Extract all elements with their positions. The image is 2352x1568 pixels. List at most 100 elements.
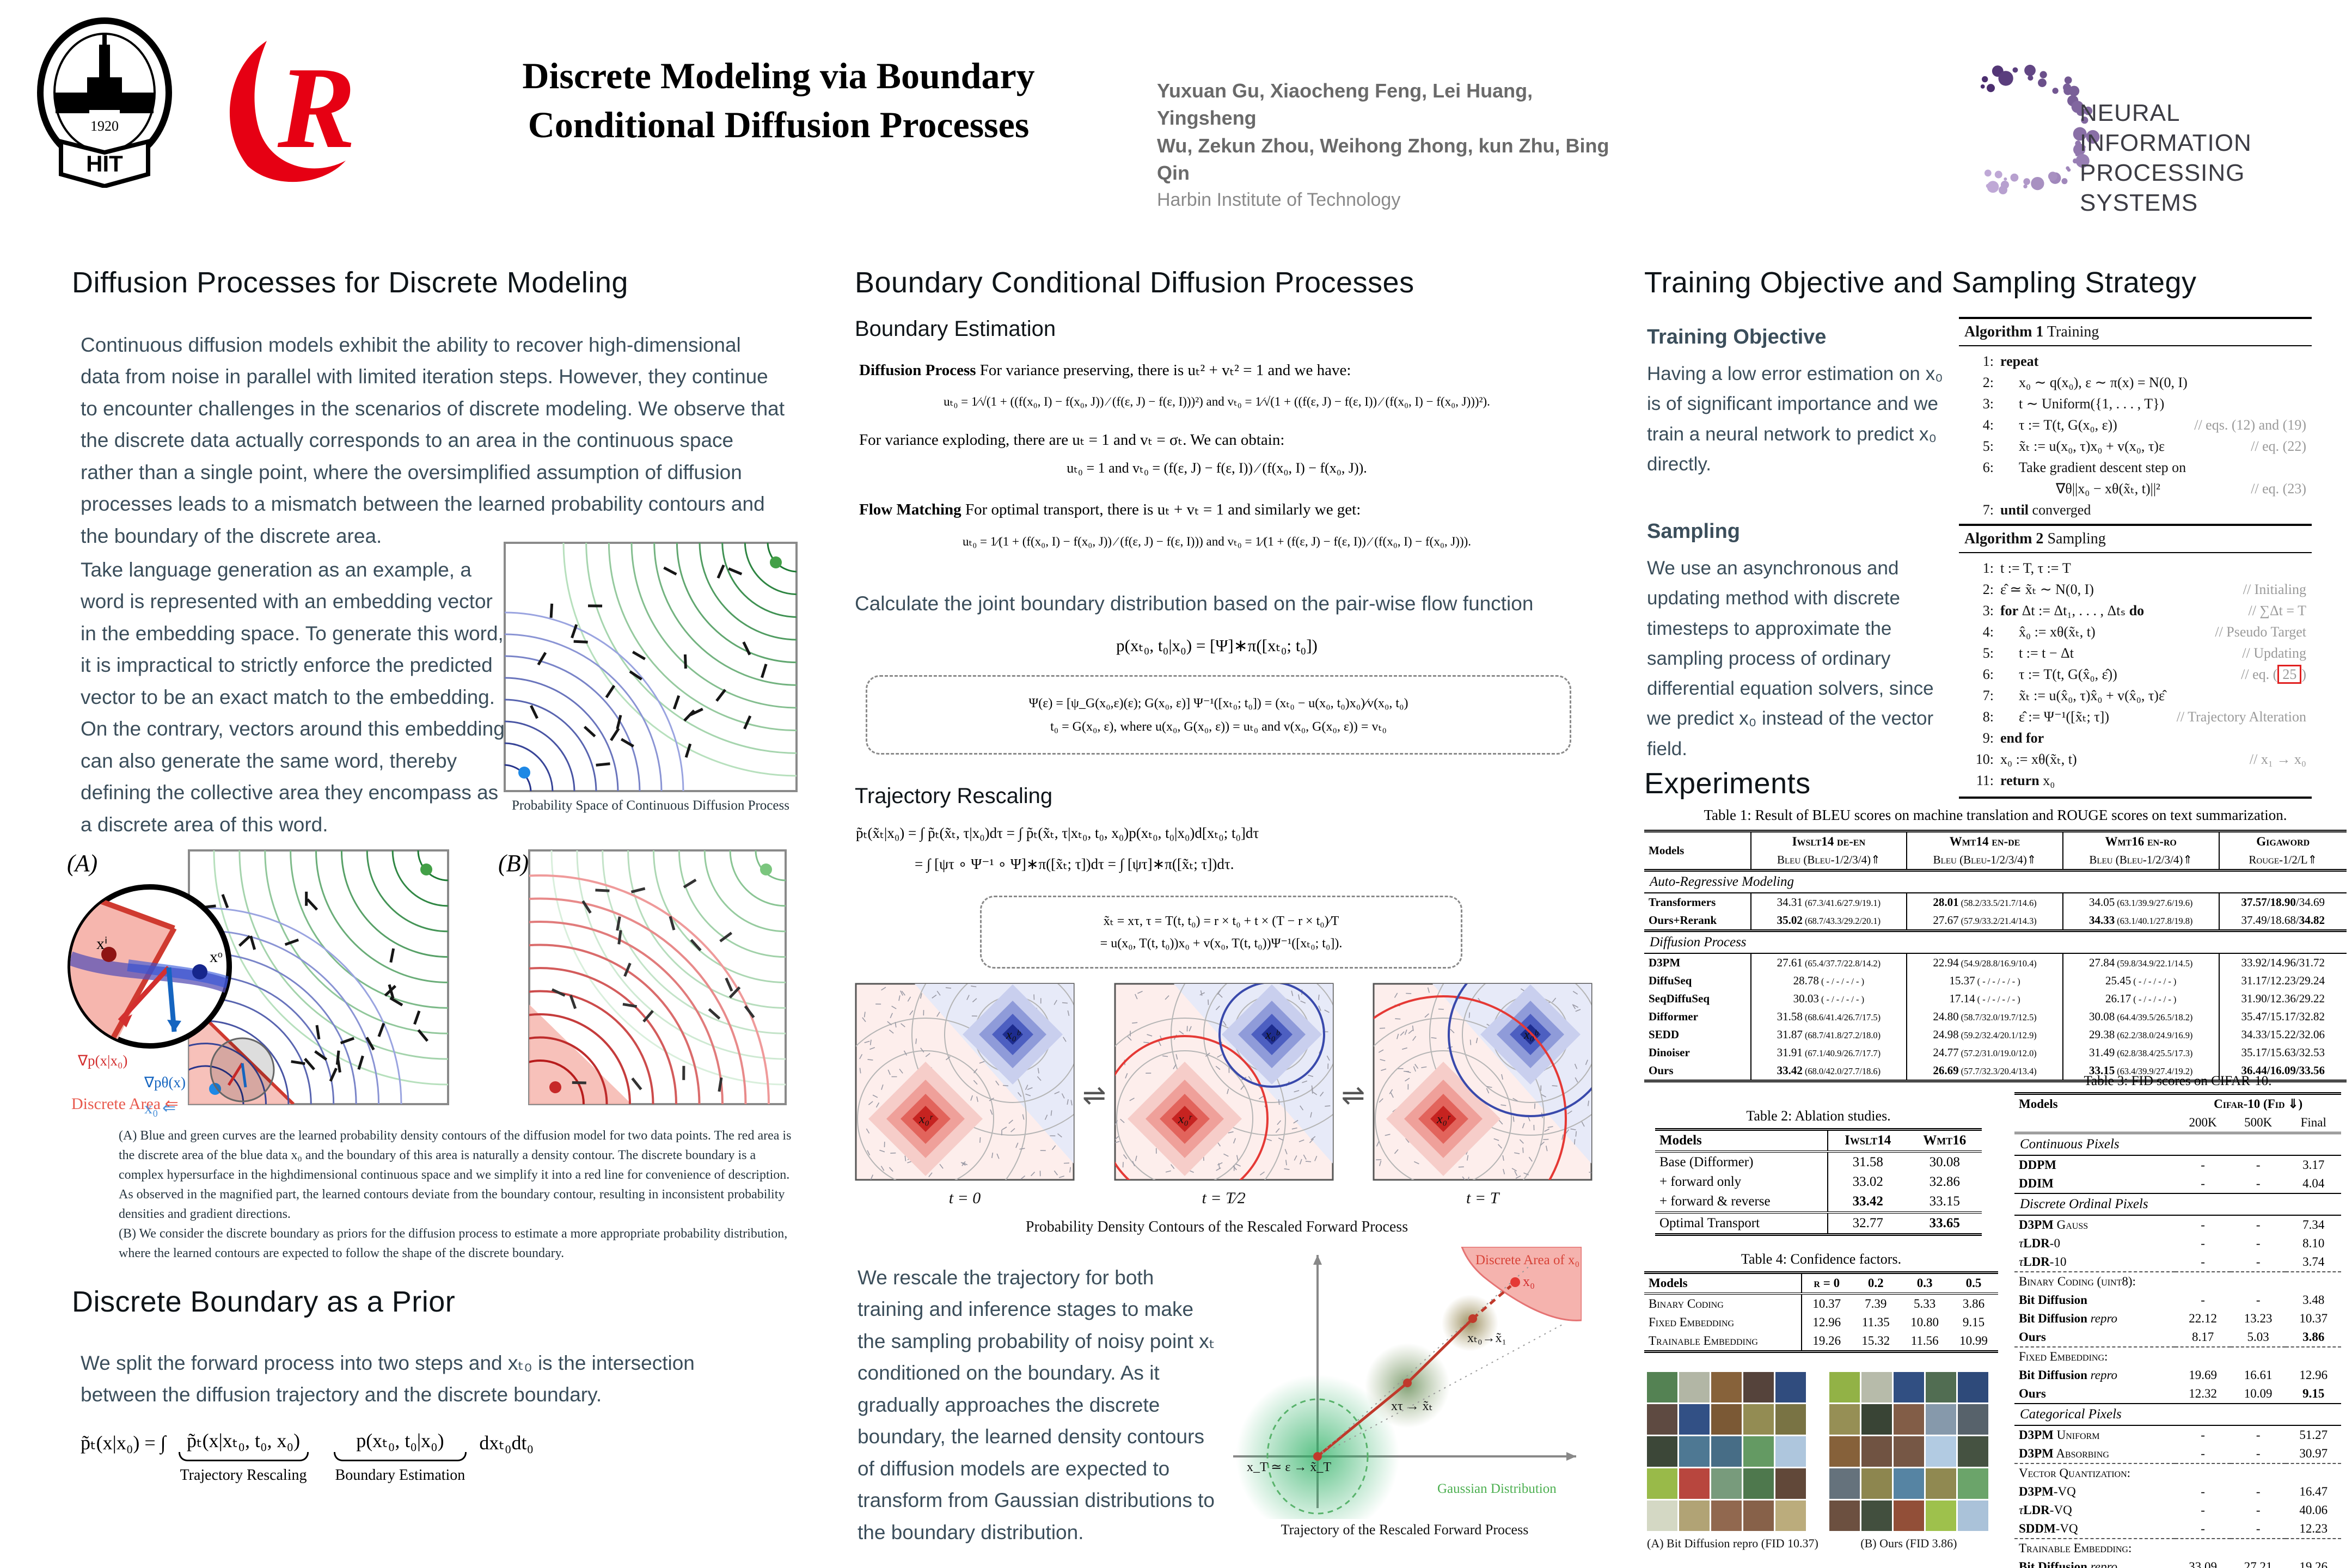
cifar-sample-image [1925,1468,1956,1499]
rescale-paragraph: We rescale the trajectory for both train… [857,1266,1215,1543]
svg-text:x₀ʳ: x₀ʳ [1436,1112,1451,1126]
traj-step1-label: xₜ₀→x̃₁ [1467,1331,1506,1345]
cifar-caption-A: (A) Bit Diffusion repro (FID 10.37) [1647,1536,1818,1550]
algorithm-line: 5: x̃ₜ := u(x₀, τ)x₀ + v(x₀, τ)ε// eq. (2… [1982,438,2306,454]
algorithm-line: 1: t := T, τ := T [1982,560,2071,576]
cifar-sample-image [1893,1500,1924,1531]
authors-block: Yuxuan Gu, Xiaocheng Feng, Lei Huang, Yi… [1157,77,1625,213]
panel-arrow-icon: ⇌ [1082,1079,1106,1111]
cifar-sample-image [1861,1500,1892,1531]
cifar-sample-image [1925,1500,1956,1531]
algorithm-line: 7: until converged [1982,502,2091,518]
cifar-sample-image [1743,1372,1774,1402]
grad-blue-label: ∇pθ(x) [144,1074,186,1091]
cifar-sample-image [1775,1404,1806,1435]
table-row: Trainable Embedding: [2014,1538,2341,1558]
table-2: Models Iwslt14 Wmt16 Base (Difformer) 31.58 3… [1655,1128,1982,1236]
prior-eq-tail: dxₜ₀dt₀ [479,1432,534,1454]
table-row: D3PM Uniform - -51.27 [2019,1428,2328,1442]
underbrace-2 [333,1452,467,1461]
table-row: Bit Diffusion repro 19.69 16.61 12.96 [2019,1368,2328,1382]
cifar-sample-image [1743,1500,1774,1531]
cifar-sample-image [1647,1372,1677,1402]
cifar-samples: (A) Bit Diffusion repro (FID 10.37) (B) … [1647,1372,1995,1551]
algorithm-line: 5: t := t − Δt// Updating [1982,645,2306,661]
table-row: Transformers 34.31 (67.3/41.6/27.9/19.1) 2… [1644,893,2347,911]
algorithm-line: 8: ε̂ := Ψ⁻¹([x̃ₜ; τ])// Trajectory Alter… [1982,709,2306,725]
table-row: Ours 8.17 5.03 3.86 [2019,1330,2325,1344]
prior-equation: p̃ₜ(x|x₀) = ∫ p̃ₜ(x|xₜ₀, t₀, x₀) Traject… [81,1429,783,1484]
lr-letter: R [277,42,356,173]
cifar-sample-image [1711,1436,1742,1467]
figure-probability-space: Probability Space of Continuous Diffusio… [504,542,798,813]
training-objective-head: Training Objective [1647,326,1827,348]
cifar-sample-image [1775,1372,1806,1402]
cifar-sample-image [1861,1404,1892,1435]
cifar-grid-B-block: (B) Ours (FID 3.86) [1829,1372,1988,1551]
probability-space-plot [504,542,798,792]
cifar-sample-image [1743,1436,1774,1467]
table-row: D3PM 27.61 (65.4/37.7/22.8/14.2) 22.94 (54… [1644,953,2347,972]
table-row: Dinoiser 31.91 (67.1/40.9/26.7/17.7) 24.77… [1644,1044,2347,1062]
cifar-sample-image [1893,1468,1924,1499]
cifar-sample-image [1861,1436,1892,1467]
table-row: Bit Diffusion - -3.48 [2019,1293,2325,1307]
table-row: D3PM Absorbing - -30.97 [2019,1447,2328,1460]
caption-B: (B) We consider the discrete boundary as… [119,1227,788,1260]
algorithm-line: 3: t ∼ Uniform({1, . . . , T}) [1982,396,2165,412]
experiments-heading: Experiments [1644,767,1811,800]
left-heading-prior: Discrete Boundary as a Prior [72,1285,456,1318]
affiliation: Harbin Institute of Technology [1157,189,1401,210]
algorithm-line: 10: x₀ := xθ(x̃ₜ, t)// x₁ → x₀ [1975,751,2306,767]
flow-matching-lead: Flow Matching [859,501,961,518]
algorithm-line: 7: x̃ₜ := u(x̂₀, τ)x̂₀ + v(x̂₀, τ)ε̂ [1982,688,2165,703]
table-row: Fixed Embedding 12.96 11.35 10.80 9.15 [1644,1313,1998,1332]
green-data-point [770,556,782,568]
cifar-sample-image [1679,1468,1710,1499]
cifar-grid-B [1829,1372,1988,1531]
xi-point-label: xⁱ [96,935,107,953]
algorithm-line: 2: x₀ ∼ q(x₀), ε ∼ π(x) = N(0, I) [1982,375,2188,390]
table-row: Continuous Pixels [2014,1132,2341,1156]
prior-eq-term1: p̃ₜ(x|xₜ₀, t₀, x₀) [186,1430,301,1451]
eq-trajectory-2: = ∫ [ψτ ∘ Ψ⁻¹ ∘ Ψ]∗π([x̃ₜ; τ])dτ = ∫ [ψτ… [915,856,1234,872]
panel-thalf: x₀ʳ x₀ᵇ t = T∕2 [1114,983,1334,1208]
table3-caption: Table 3: FID scores on CIFAR-10. [2084,1074,2272,1088]
table-row: τLDR-10- -3.74 [2019,1255,2325,1269]
cifar-sample-image [1861,1372,1892,1402]
table-4: Models r = 0 0.2 0.3 0.5 Binary Coding 10.37 7.… [1644,1271,1998,1353]
grad-red-label: ∇p(x|x₀) [77,1052,127,1069]
cifar-sample-image [1679,1500,1710,1531]
cifar-sample-image [1829,1372,1860,1402]
table-row: SEDD 31.87 (68.7/41.8/27.2/18.0) 24.98 (59… [1644,1026,2347,1044]
svg-text:x₀ᵇ: x₀ᵇ [1523,1028,1539,1042]
cifar-sample-image [1893,1436,1924,1467]
middle-heading: Boundary Conditional Diffusion Processes [855,266,1414,299]
cifar-sample-image [1679,1404,1710,1435]
cifar-sample-image [1679,1372,1710,1402]
cifar-sample-image [1957,1500,1988,1531]
cifar-sample-image [1925,1372,1956,1402]
left-paragraph-3: We split the forward process into two st… [81,1352,695,1406]
panel-thalf-label: t = T∕2 [1202,1189,1246,1207]
flow-matching-text: For optimal transport, there is uₜ + vₜ … [961,501,1361,518]
algorithm-2-sampling: Algorithm 2 Sampling 1: t := T, τ := T 2: ε̂… [1959,524,2312,799]
panel-t0: x₀ʳ x₀ᵇ t = 0 [855,983,1075,1208]
cifar-sample-image [1647,1468,1677,1499]
cifar-sample-image [1893,1372,1924,1402]
neurips-wordmark: NEURAL INFORMATION PROCESSING SYSTEMS [2080,98,2325,218]
trajectory-caption: Trajectory of the Rescaled Forward Proce… [1281,1522,1529,1538]
cifar-sample-image [1829,1468,1860,1499]
panelB-label: (B) [498,850,529,877]
panelA-label: (A) [67,850,97,877]
cifar-sample-image [1829,1500,1860,1531]
table-row: Binary Coding 10.37 7.39 5.33 3.86 [1644,1294,1998,1313]
eq-trajectory-1: p̃ₜ(x̃ₜ|x₀) = ∫ p̃ₜ(x̃ₜ, τ|x₀)dτ = ∫ p̃ₜ… [856,825,1259,841]
cifar-sample-image [1647,1404,1677,1435]
x0-point [1510,1277,1520,1287]
cifar-sample-image [1829,1404,1860,1435]
panel-t0-label: t = 0 [948,1189,981,1207]
cifar-sample-image [1775,1500,1806,1531]
gaussian-distribution-label: Gaussian Distribution [1437,1481,1557,1496]
